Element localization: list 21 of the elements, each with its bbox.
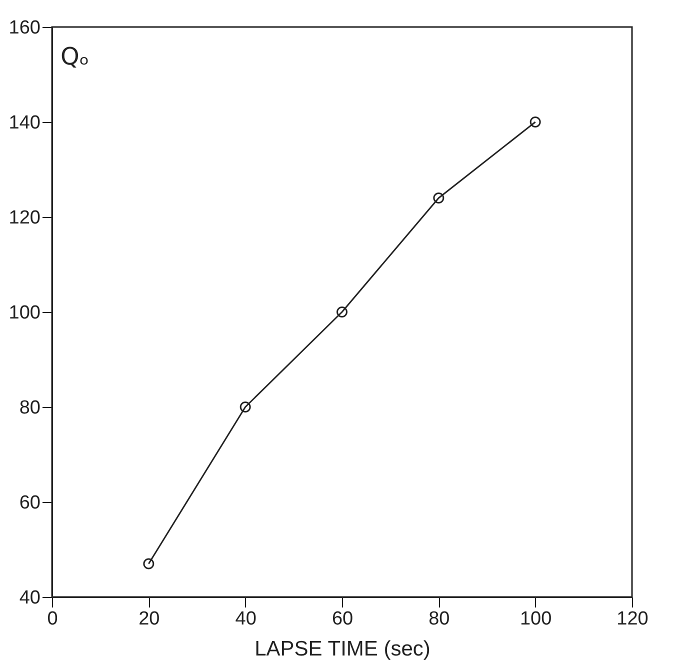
point xyxy=(240,402,251,412)
y-tick-label: 80 xyxy=(19,398,40,418)
point xyxy=(336,306,348,318)
point xyxy=(530,116,541,128)
x-tick-label: 60 xyxy=(332,608,354,630)
x-tick-label: 40 xyxy=(235,608,256,630)
y-tick-label: 160 xyxy=(8,18,40,38)
x-tick-label: 80 xyxy=(428,608,450,630)
point xyxy=(433,192,444,204)
y-tick-label: 40 xyxy=(19,588,40,608)
x-tick-label: 20 xyxy=(138,608,160,630)
y-axis-title: Qₒ xyxy=(60,42,90,70)
y-tick-label: 100 xyxy=(8,302,40,324)
point xyxy=(143,558,154,570)
y-tick-label: 140 xyxy=(8,112,40,134)
x-tick-label: 120 xyxy=(616,608,648,630)
x-tick-label: 100 xyxy=(520,608,552,630)
y-tick-label: 120 xyxy=(8,208,40,228)
x-tick-label: 0 xyxy=(47,608,58,630)
x-axis-title: LAPSE TIME (sec) xyxy=(254,638,430,660)
y-tick-label: 60 xyxy=(19,492,40,514)
